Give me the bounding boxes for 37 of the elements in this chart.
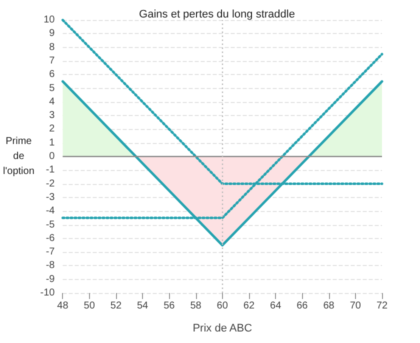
- y-tick-label: 5: [49, 82, 56, 94]
- y-tick-label: 2: [49, 124, 56, 135]
- x-tick-label: 68: [323, 300, 335, 312]
- x-tick-label: 64: [270, 300, 282, 312]
- x-axis-title: Prix de ABC: [192, 322, 252, 334]
- y-tick-label: 6: [49, 69, 56, 80]
- y-tick-label: -2: [46, 178, 56, 190]
- chart-title: Gains et pertes du long straddle: [139, 8, 295, 20]
- y-tick-label: 0: [49, 151, 56, 162]
- y-tick-label: 7: [49, 55, 56, 66]
- y-tick-label: 8: [49, 42, 56, 53]
- y-tick-label: 10: [44, 14, 56, 26]
- y-tick-label: -1: [46, 164, 56, 176]
- y-tick-label: -5: [46, 219, 56, 230]
- y-axis-title: Prime de l'option: [2, 136, 34, 177]
- y-tick-label: 3: [49, 110, 56, 122]
- y-tick-label: -8: [46, 260, 56, 272]
- y-tick-label: 4: [49, 96, 56, 108]
- x-tick-label: 66: [296, 300, 308, 312]
- x-tick-label: 52: [110, 300, 122, 312]
- x-tick-label: 54: [136, 300, 149, 312]
- x-tick-label: 70: [350, 300, 362, 312]
- x-tick-label: 58: [190, 300, 202, 312]
- x-tick-label: 56: [164, 300, 176, 312]
- y-tick-label: -6: [46, 232, 56, 244]
- x-tick-label: 62: [243, 300, 255, 312]
- y-tick-label: -4: [46, 206, 56, 217]
- x-tick-label: 48: [57, 300, 69, 312]
- y-tick-label: -3: [46, 192, 56, 203]
- y-tick-label: 1: [49, 137, 56, 148]
- x-tick-label: 72: [376, 300, 388, 312]
- y-tick-label: -7: [46, 246, 56, 258]
- y-tick-label: -10: [40, 288, 56, 298]
- x-tick-label: 50: [84, 300, 96, 312]
- x-tick-label: 60: [216, 300, 228, 312]
- y-tick-label: -9: [46, 274, 56, 285]
- y-tick-label: 9: [49, 28, 56, 40]
